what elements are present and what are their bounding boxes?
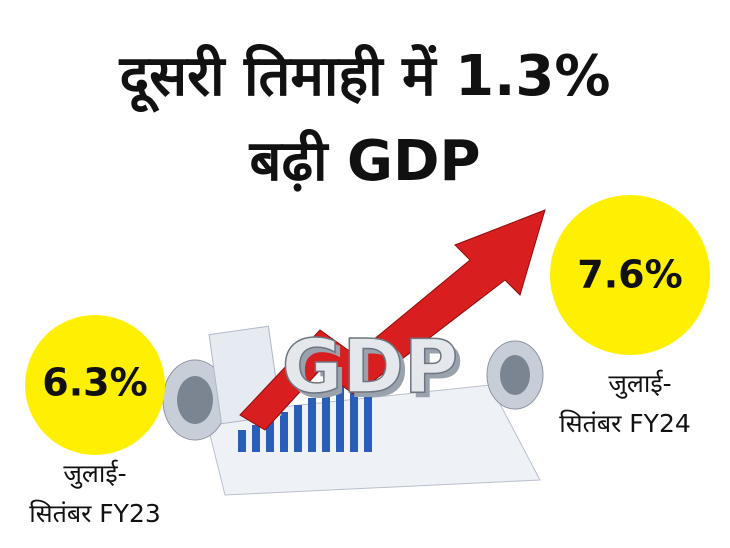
period-label: सितंबर FY23: [29, 499, 161, 528]
red-arrow: [239, 209, 546, 431]
gdp-text: GDP: [282, 324, 458, 410]
value-circle: [550, 195, 710, 355]
period-label: जुलाई-: [63, 459, 126, 489]
value-text: 6.3%: [42, 361, 147, 405]
gdp-shadow: GDP: [287, 329, 463, 415]
paper-sheet: [204, 384, 541, 496]
title-line: बढ़ी GDP: [249, 128, 481, 194]
period-label: जुलाई-: [608, 369, 671, 399]
title-line: दूसरी तिमाही में 1.3%: [119, 43, 611, 113]
paper-roll: [177, 376, 213, 424]
period-label: सितंबर FY24: [559, 409, 691, 438]
gdp-illustration: GDP GDP: [162, 209, 546, 496]
value-circle: [25, 315, 165, 455]
paper-roll: [500, 355, 530, 395]
value-text: 7.6%: [577, 253, 682, 297]
bar-graphic: [238, 370, 372, 452]
